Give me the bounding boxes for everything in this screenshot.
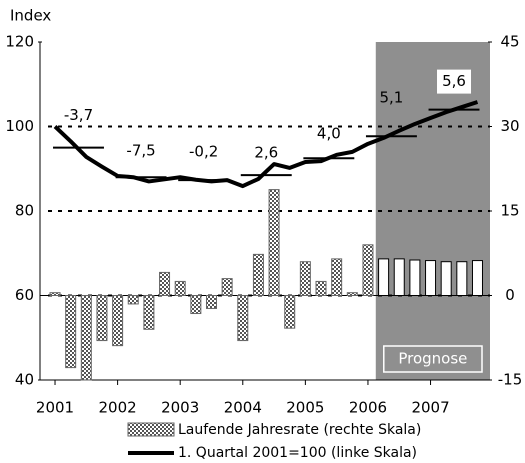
bar bbox=[378, 258, 390, 296]
bar bbox=[190, 295, 202, 315]
x-tick-label: 2001 bbox=[36, 399, 74, 417]
y2-tick-label: -15 bbox=[498, 371, 523, 389]
x-tick-label: 2005 bbox=[286, 399, 324, 417]
bar bbox=[159, 271, 171, 296]
y2-tick-label: 15 bbox=[500, 202, 519, 220]
x-tick-label: 2007 bbox=[411, 399, 449, 417]
bar bbox=[143, 295, 155, 330]
bar bbox=[284, 295, 296, 329]
bar bbox=[80, 295, 92, 381]
x-tick-label: 2006 bbox=[349, 399, 387, 417]
bar bbox=[221, 278, 233, 297]
annual-rate-label: 5,6 bbox=[442, 72, 466, 90]
bar bbox=[315, 280, 327, 296]
bar bbox=[174, 280, 186, 296]
bar bbox=[205, 295, 217, 309]
bar bbox=[331, 258, 343, 296]
annual-rate-label: -3,7 bbox=[64, 106, 93, 124]
bar bbox=[268, 189, 280, 297]
bar bbox=[456, 261, 468, 297]
legend-swatch bbox=[127, 422, 175, 437]
annual-rate-label: 5,1 bbox=[379, 89, 403, 107]
y-axis-label: Index bbox=[10, 7, 51, 25]
bar bbox=[471, 260, 483, 296]
bar bbox=[409, 259, 421, 297]
x-tick-label: 2002 bbox=[99, 399, 137, 417]
forecast-label: Prognose bbox=[398, 350, 467, 368]
bar bbox=[127, 295, 139, 305]
y2-tick-label: 45 bbox=[500, 33, 519, 51]
bar bbox=[112, 295, 124, 347]
bar bbox=[362, 244, 374, 297]
legend-label: 1. Quartal 2001=100 (linke Skala) bbox=[178, 445, 417, 461]
y-tick-label: 80 bbox=[15, 202, 34, 220]
annual-rate-label: 2,6 bbox=[254, 144, 278, 162]
annual-rate-label: -0,2 bbox=[189, 143, 218, 161]
legend-label: Laufende Jahresrate (rechte Skala) bbox=[178, 422, 421, 438]
annual-rate-label: -7,5 bbox=[126, 142, 155, 160]
y-tick-label: 60 bbox=[15, 286, 34, 304]
bar bbox=[299, 261, 311, 297]
bar bbox=[440, 261, 452, 297]
bar bbox=[96, 295, 108, 342]
bar bbox=[49, 292, 61, 296]
bar bbox=[346, 292, 358, 296]
forecast-box bbox=[383, 345, 483, 373]
bar bbox=[237, 295, 249, 342]
bar bbox=[393, 258, 405, 296]
y-tick-label: 40 bbox=[15, 371, 34, 389]
x-tick-label: 2004 bbox=[224, 399, 262, 417]
bar bbox=[425, 260, 437, 296]
bar bbox=[252, 253, 264, 296]
x-tick-label: 2003 bbox=[161, 399, 199, 417]
y2-tick-label: 30 bbox=[500, 117, 519, 135]
y-tick-label: 120 bbox=[5, 33, 34, 51]
annual-rate-label: 4,0 bbox=[317, 125, 341, 143]
label-bg bbox=[437, 69, 472, 94]
y2-tick-label: 0 bbox=[505, 286, 515, 304]
y-tick-label: 100 bbox=[5, 117, 34, 135]
bar bbox=[65, 295, 77, 369]
